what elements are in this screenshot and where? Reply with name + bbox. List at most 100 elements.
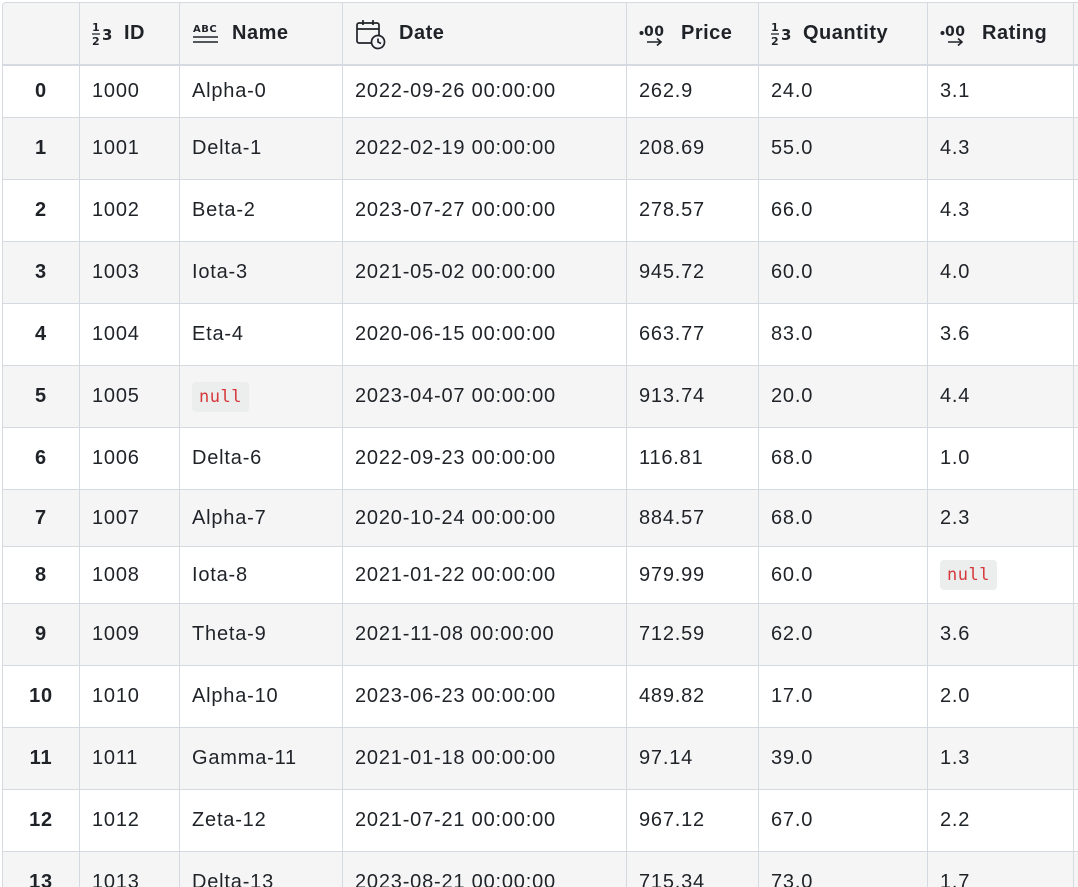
cell-price[interactable]: 913.74 <box>627 366 759 427</box>
table-row[interactable]: 8 1008 Iota-8 2021-01-22 00:00:00 979.99 60.0… <box>3 547 1078 604</box>
cell-index[interactable]: 13 <box>3 852 80 887</box>
cell-price[interactable]: 884.57 <box>627 490 759 546</box>
cell-name[interactable]: Beta-2 <box>180 180 343 241</box>
cell-rating[interactable]: 2.3 <box>928 490 1074 546</box>
cell-date[interactable]: 2023-08-21 00:00:00 <box>343 852 627 887</box>
table-row[interactable]: 9 1009 Theta-9 2021-11-08 00:00:00 712.59 62.… <box>3 604 1078 666</box>
cell-price[interactable]: 262.9 <box>627 66 759 117</box>
cell-quantity[interactable]: 73.0 <box>759 852 928 887</box>
cell-date[interactable]: 2023-07-27 00:00:00 <box>343 180 627 241</box>
cell-rating[interactable]: 1.7 <box>928 852 1074 887</box>
table-row[interactable]: 4 1004 Eta-4 2020-06-15 00:00:00 663.77 83.0 3… <box>3 304 1078 366</box>
cell-id[interactable]: 1009 <box>80 604 180 665</box>
cell-id[interactable]: 1003 <box>80 242 180 303</box>
cell-index[interactable]: 10 <box>3 666 80 727</box>
cell-price[interactable]: 489.82 <box>627 666 759 727</box>
cell-price[interactable]: 715.34 <box>627 852 759 887</box>
header-rating[interactable]: 00 Rating <box>928 3 1074 64</box>
table-row[interactable]: 5 1005 null 2023-04-07 00:00:00 913.74 20.0 4.… <box>3 366 1078 428</box>
cell-quantity[interactable]: 55.0 <box>759 118 928 179</box>
cell-rating[interactable]: 2.0 <box>928 666 1074 727</box>
cell-name[interactable]: Delta-13 <box>180 852 343 887</box>
cell-quantity[interactable]: 17.0 <box>759 666 928 727</box>
cell-id[interactable]: 1010 <box>80 666 180 727</box>
table-row[interactable]: 6 1006 Delta-6 2022-09-23 00:00:00 116.81 68.… <box>3 428 1078 490</box>
cell-rating[interactable]: 2.2 <box>928 790 1074 851</box>
cell-rating[interactable]: 3.6 <box>928 304 1074 365</box>
table-row[interactable]: 13 1013 Delta-13 2023-08-21 00:00:00 715.34 7… <box>3 852 1078 887</box>
cell-date[interactable]: 2021-11-08 00:00:00 <box>343 604 627 665</box>
cell-date[interactable]: 2022-02-19 00:00:00 <box>343 118 627 179</box>
header-name[interactable]: ABC Name <box>180 3 343 64</box>
cell-name[interactable]: Iota-8 <box>180 547 343 603</box>
cell-index[interactable]: 7 <box>3 490 80 546</box>
cell-quantity[interactable]: 60.0 <box>759 242 928 303</box>
cell-date[interactable]: 2023-04-07 00:00:00 <box>343 366 627 427</box>
cell-id[interactable]: 1008 <box>80 547 180 603</box>
cell-name[interactable]: Gamma-11 <box>180 728 343 789</box>
cell-quantity[interactable]: 67.0 <box>759 790 928 851</box>
cell-price[interactable]: 967.12 <box>627 790 759 851</box>
cell-quantity[interactable]: 83.0 <box>759 304 928 365</box>
cell-price[interactable]: 945.72 <box>627 242 759 303</box>
cell-id[interactable]: 1006 <box>80 428 180 489</box>
table-row[interactable]: 12 1012 Zeta-12 2021-07-21 00:00:00 967.12 67… <box>3 790 1078 852</box>
cell-quantity[interactable]: 68.0 <box>759 490 928 546</box>
cell-id[interactable]: 1001 <box>80 118 180 179</box>
cell-index[interactable]: 0 <box>3 66 80 117</box>
cell-date[interactable]: 2021-01-18 00:00:00 <box>343 728 627 789</box>
table-row[interactable]: 11 1011 Gamma-11 2021-01-18 00:00:00 97.14 39… <box>3 728 1078 790</box>
cell-rating[interactable]: 4.0 <box>928 242 1074 303</box>
cell-price[interactable]: 979.99 <box>627 547 759 603</box>
cell-name[interactable]: Alpha-0 <box>180 66 343 117</box>
table-row[interactable]: 2 1002 Beta-2 2023-07-27 00:00:00 278.57 66.0… <box>3 180 1078 242</box>
cell-rating[interactable]: null <box>928 547 1074 603</box>
cell-id[interactable]: 1007 <box>80 490 180 546</box>
table-row[interactable]: 1 1001 Delta-1 2022-02-19 00:00:00 208.69 55.… <box>3 118 1078 180</box>
cell-date[interactable]: 2021-01-22 00:00:00 <box>343 547 627 603</box>
cell-name[interactable]: Eta-4 <box>180 304 343 365</box>
cell-quantity[interactable]: 24.0 <box>759 66 928 117</box>
cell-name[interactable]: Iota-3 <box>180 242 343 303</box>
cell-index[interactable]: 4 <box>3 304 80 365</box>
cell-date[interactable]: 2022-09-23 00:00:00 <box>343 428 627 489</box>
header-price[interactable]: 00 Price <box>627 3 759 64</box>
cell-date[interactable]: 2020-10-24 00:00:00 <box>343 490 627 546</box>
cell-index[interactable]: 6 <box>3 428 80 489</box>
cell-quantity[interactable]: 68.0 <box>759 428 928 489</box>
cell-name[interactable]: Delta-1 <box>180 118 343 179</box>
cell-rating[interactable]: 3.6 <box>928 604 1074 665</box>
cell-rating[interactable]: 3.1 <box>928 66 1074 117</box>
cell-price[interactable]: 712.59 <box>627 604 759 665</box>
cell-id[interactable]: 1002 <box>80 180 180 241</box>
cell-price[interactable]: 97.14 <box>627 728 759 789</box>
cell-price[interactable]: 278.57 <box>627 180 759 241</box>
header-date[interactable]: Date <box>343 3 627 64</box>
cell-index[interactable]: 5 <box>3 366 80 427</box>
cell-index[interactable]: 9 <box>3 604 80 665</box>
cell-id[interactable]: 1012 <box>80 790 180 851</box>
table-row[interactable]: 0 1000 Alpha-0 2022-09-26 00:00:00 262.9 24.0… <box>3 66 1078 118</box>
cell-name[interactable]: Delta-6 <box>180 428 343 489</box>
cell-id[interactable]: 1005 <box>80 366 180 427</box>
cell-name[interactable]: Alpha-7 <box>180 490 343 546</box>
cell-date[interactable]: 2021-07-21 00:00:00 <box>343 790 627 851</box>
cell-quantity[interactable]: 39.0 <box>759 728 928 789</box>
cell-quantity[interactable]: 66.0 <box>759 180 928 241</box>
cell-id[interactable]: 1011 <box>80 728 180 789</box>
cell-price[interactable]: 208.69 <box>627 118 759 179</box>
cell-price[interactable]: 663.77 <box>627 304 759 365</box>
cell-price[interactable]: 116.81 <box>627 428 759 489</box>
cell-quantity[interactable]: 60.0 <box>759 547 928 603</box>
cell-quantity[interactable]: 62.0 <box>759 604 928 665</box>
cell-id[interactable]: 1000 <box>80 66 180 117</box>
cell-date[interactable]: 2023-06-23 00:00:00 <box>343 666 627 727</box>
cell-name[interactable]: Theta-9 <box>180 604 343 665</box>
cell-quantity[interactable]: 20.0 <box>759 366 928 427</box>
cell-id[interactable]: 1013 <box>80 852 180 887</box>
table-row[interactable]: 7 1007 Alpha-7 2020-10-24 00:00:00 884.57 68.… <box>3 490 1078 547</box>
cell-name[interactable]: Alpha-10 <box>180 666 343 727</box>
table-row[interactable]: 3 1003 Iota-3 2021-05-02 00:00:00 945.72 60.0… <box>3 242 1078 304</box>
